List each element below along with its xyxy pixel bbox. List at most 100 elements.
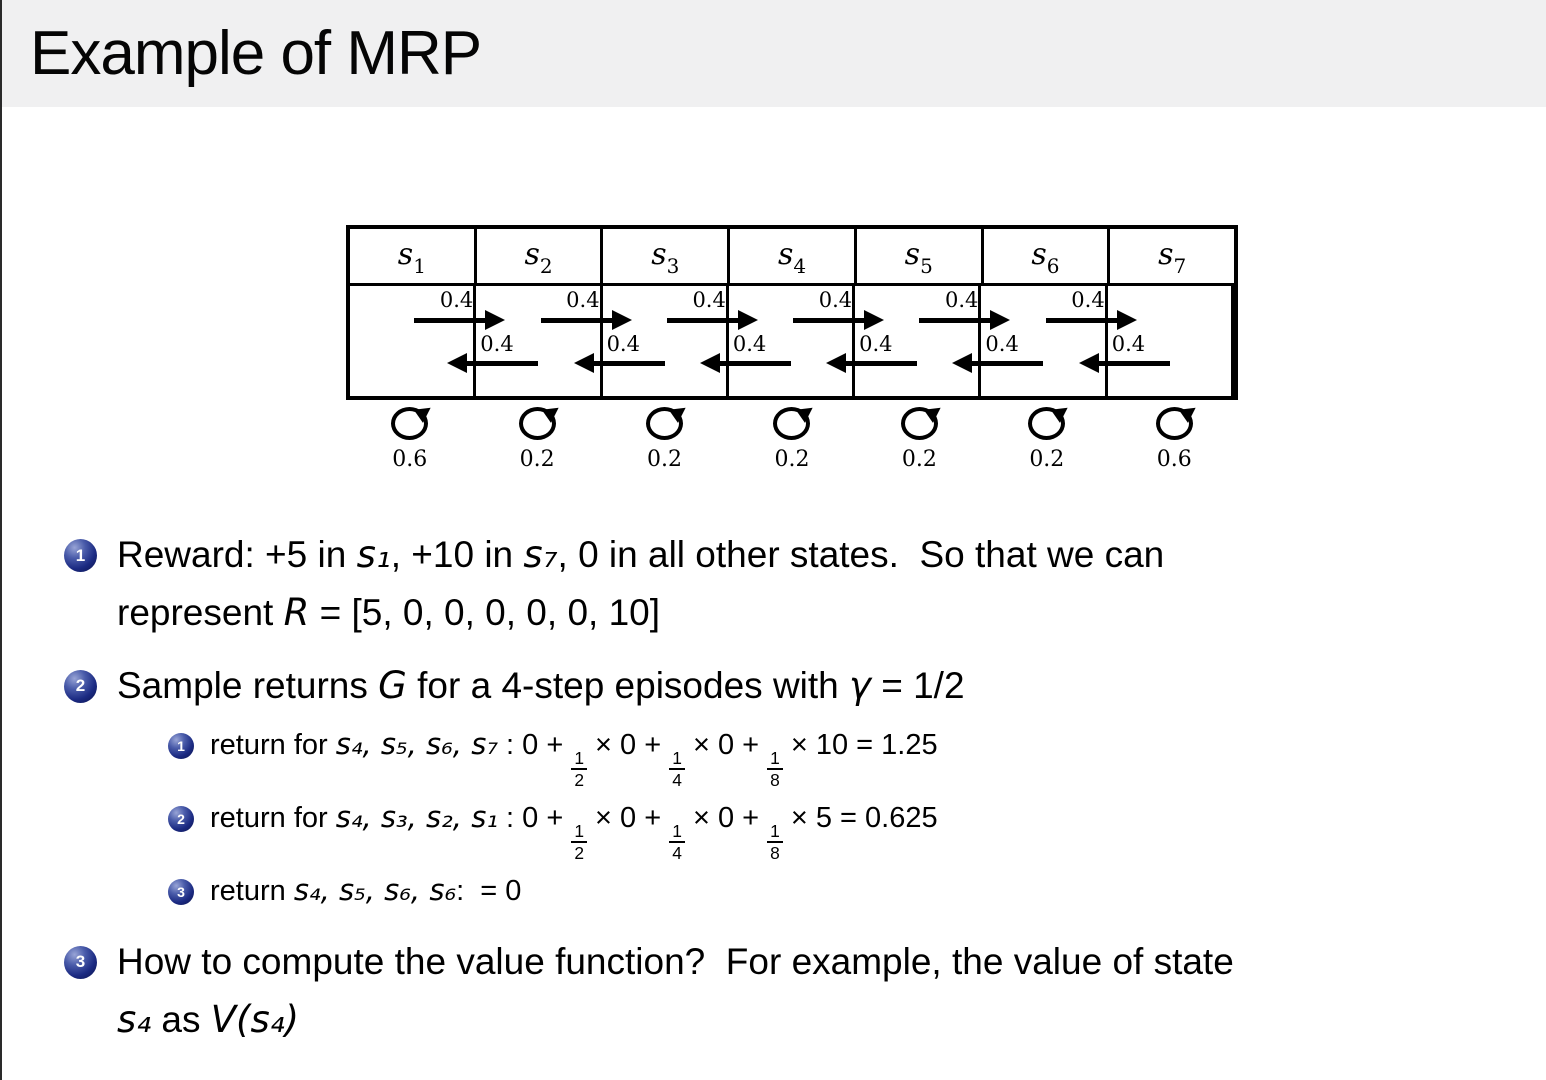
self-loop-arrow	[1155, 407, 1193, 440]
left-arrow	[447, 353, 539, 373]
state-cell-s6: s6	[984, 229, 1111, 283]
text-segment: = 0	[472, 874, 522, 907]
text-segment: × 0 +	[684, 729, 768, 762]
text-segment: 0 +	[522, 729, 572, 762]
self-loop-arrow	[646, 407, 684, 440]
text-segment: return for	[210, 729, 336, 762]
bullet-number-badge: 1	[64, 539, 97, 572]
text-line: s₄ as V(s₄)	[117, 991, 1234, 1049]
self-loop-s4: 0.2	[728, 400, 855, 472]
text-segment: How to compute the value function? For e…	[117, 940, 1234, 982]
self-loop-prob-label: 0.6	[1156, 447, 1192, 472]
math-R: R	[283, 591, 310, 635]
self-loop-s1: 0.6	[346, 400, 473, 472]
bullet-item-sample-returns: 2 Sample returns G for a 4-step episodes…	[64, 657, 1516, 715]
bullet-text: Sample returns G for a 4-step episodes w…	[117, 657, 965, 715]
self-loop-prob-label: 0.2	[1029, 447, 1065, 472]
text-segment: :	[497, 801, 523, 834]
math-V-s4: V(s₄)	[210, 997, 300, 1041]
left-arrow	[952, 353, 1044, 373]
self-loop-prob-label: 0.2	[774, 447, 810, 472]
text-segment: return	[210, 874, 294, 907]
text-segment: = 1/2	[870, 664, 965, 706]
bullet-number-badge: 3	[64, 945, 97, 979]
state-label: s1	[397, 236, 426, 278]
state-cell-s1: s1	[350, 229, 477, 283]
transition-prob-label: 0.4	[818, 288, 853, 312]
bullet-item-value-function: 3 How to compute the value function? For…	[64, 933, 1516, 1050]
transition-prob-label: 0.4	[985, 332, 1019, 356]
text-line: How to compute the value function? For e…	[117, 933, 1234, 991]
text-line: represent R = [5, 0, 0, 0, 0, 0, 10]	[117, 584, 1164, 642]
text-segment: , +10 in	[390, 534, 524, 575]
self-loop-row: 0.6 0.2 0.2 0.2 0.2 0.2 0.6	[346, 400, 1238, 472]
text-segment: as	[151, 998, 211, 1040]
state-label: s6	[1031, 236, 1060, 278]
state-cell-s3: s3	[603, 229, 731, 283]
mrp-diagram: s1 s2 s3 s4 s5 s6 s7 0.4 0.4 0.4	[2, 225, 1546, 472]
page-title: Example of MRP	[30, 19, 482, 88]
math-G: G	[378, 663, 407, 707]
sub-bullet-return-3: 3 return s₄, s₅, s₆, s₆: = 0	[168, 867, 1516, 915]
self-loop-s6: 0.2	[983, 400, 1110, 472]
self-loop-s3: 0.2	[601, 400, 728, 472]
math-s1: s₁	[356, 533, 391, 576]
self-loop-s7: 0.6	[1111, 400, 1238, 472]
math-states: s₄, s₅, s₆, s₆	[293, 872, 457, 907]
bullet-text: How to compute the value function? For e…	[117, 933, 1234, 1050]
transition-prob-label: 0.4	[566, 288, 600, 312]
left-arrow	[1078, 353, 1170, 373]
text-segment: return for	[210, 801, 336, 834]
self-loop-prob-label: 0.2	[901, 447, 937, 472]
right-arrow	[1045, 310, 1137, 330]
text-segment: = [5, 0, 0, 0, 0, 0, 10]	[309, 592, 661, 634]
self-loop-prob-label: 0.2	[647, 447, 683, 472]
text-segment: , 0 in all other states. So that we can	[557, 534, 1165, 575]
sub-bullet-number-badge: 2	[168, 805, 194, 832]
bullet-item-reward: 1 Reward: +5 in s₁, +10 in s₇, 0 in all …	[64, 526, 1516, 643]
bullet-text: Reward: +5 in s₁, +10 in s₇, 0 in all ot…	[117, 526, 1164, 643]
self-loop-arrow	[900, 407, 938, 440]
bullet-number-badge: 2	[64, 669, 97, 703]
left-arrow	[826, 353, 918, 373]
state-label: s4	[777, 236, 807, 278]
transition-prob-label: 0.4	[732, 332, 767, 356]
state-label: s5	[904, 236, 933, 278]
right-arrow	[919, 310, 1011, 330]
math-states: s₄, s₃, s₂, s₁	[335, 799, 498, 834]
sub-bullet-number-badge: 1	[168, 733, 194, 760]
state-cell-s2: s2	[477, 229, 604, 283]
text-segment: Sample returns	[117, 664, 379, 706]
transition-prob-label: 0.4	[1071, 288, 1105, 312]
transition-prob-label: 0.4	[606, 332, 640, 356]
text-segment: × 0 +	[684, 801, 768, 834]
transition-prob-label: 0.4	[692, 288, 726, 312]
right-arrow	[540, 310, 632, 330]
state-label: s3	[651, 236, 680, 278]
self-loop-arrow	[518, 407, 556, 440]
text-segment: 0 +	[522, 801, 572, 834]
self-loop-prob-label: 0.6	[392, 447, 428, 472]
text-segment: × 0 +	[587, 729, 670, 762]
text-segment: :	[497, 729, 523, 762]
sub-bullet-number-badge: 3	[168, 878, 194, 905]
math-s4: s₄	[117, 997, 152, 1041]
state-cell-s5: s5	[857, 229, 984, 283]
bullet-list: 1 Reward: +5 in s₁, +10 in s₇, 0 in all …	[64, 526, 1516, 1049]
self-loop-arrow	[391, 407, 429, 440]
state-label: s7	[1158, 236, 1187, 278]
self-loop-arrow	[773, 407, 811, 440]
transition-prob-label: 0.4	[1111, 332, 1146, 356]
left-arrow	[699, 353, 791, 373]
transition-row: 0.4 0.4 0.4 0.4 0.4 0.4	[350, 286, 1234, 396]
text-segment: :	[456, 874, 473, 907]
text-line: Reward: +5 in s₁, +10 in s₇, 0 in all ot…	[117, 526, 1164, 584]
